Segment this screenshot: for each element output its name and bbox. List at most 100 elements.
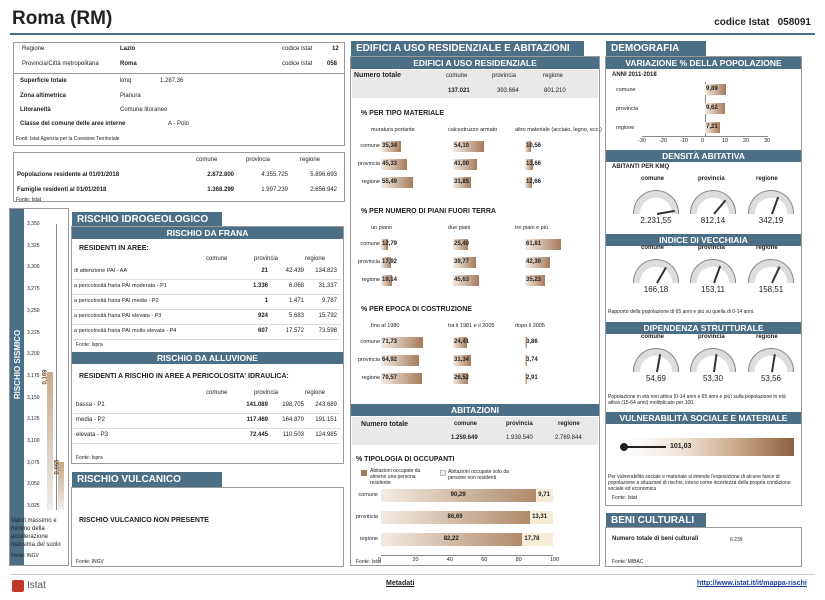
sismico-tick: 3,200	[27, 351, 40, 358]
sismico-tick: 3,075	[27, 459, 40, 466]
frana-row-label: a pericolosità frana PAI media - P2	[74, 298, 159, 304]
mappa-rischi-link[interactable]: http://www.istat.it/it/mappa-rischi	[697, 580, 807, 587]
epoca-bar	[381, 355, 419, 366]
codice-prov-label: codice Istat	[282, 61, 313, 67]
piani-bar	[381, 239, 389, 250]
abitazioni-sub: ABITAZIONI	[351, 404, 599, 416]
edifici-fonte: Fonte: Istat	[356, 559, 382, 565]
sismico-tick: 3,225	[27, 329, 40, 336]
info-fonte: Fonti: Istat Agenzia per la Coesione Ter…	[16, 136, 120, 142]
alluvione-fonte: Fonte: Ispra	[76, 455, 103, 461]
alluvione-row-provincia: 198.705	[282, 402, 304, 408]
piani-col: due piani	[448, 225, 471, 231]
alluvione-row-label: elevata - P3	[76, 432, 109, 438]
frana-row-comune: 1.336	[252, 283, 268, 289]
edifici-box	[350, 56, 600, 566]
mat-col: altro materiale (acciaio, legno, ecc.)	[515, 127, 602, 133]
regione-label: Regione	[22, 46, 45, 52]
piani-value: 12,79	[382, 241, 398, 247]
demo-fonte: Fonte: Istat	[612, 495, 638, 501]
piani-bar	[525, 275, 546, 286]
metadati-link[interactable]: Metadati	[386, 580, 415, 587]
occ-legend-swatch-1	[361, 470, 367, 476]
epoca-row-label: regione	[361, 375, 380, 381]
dens-col: comune	[641, 176, 665, 182]
classe-value: A - Polo	[168, 121, 190, 127]
var-tick: 10	[722, 138, 729, 144]
mat-value: 45,33	[382, 161, 398, 167]
demo-box	[605, 56, 802, 506]
vecc-value: 158,51	[758, 285, 784, 294]
piani-row-label: provincia	[357, 259, 380, 265]
edifici-num-regione: 801.210	[544, 88, 566, 94]
sismico-note: Valori massimo e minimo della accelerazi…	[11, 518, 61, 548]
alluvione-row-label: media - P2	[76, 417, 106, 423]
mat-value: 13,66	[526, 161, 542, 167]
mat-title: % PER TIPO MATERIALE	[361, 110, 445, 117]
frana-row-regione: 31.337	[318, 283, 337, 289]
frana-row-label: a pericolosità frana PAI elevata - P3	[74, 313, 162, 319]
beni-label: Numero totale di beni culturali	[612, 536, 699, 542]
vuln-title: VULNERABILITÀ SOCIALE E MATERIALE	[606, 412, 801, 424]
sismico-tick: 3,050	[27, 481, 40, 488]
piani-value: 35,23	[526, 277, 542, 283]
occ-tick: 40	[446, 557, 453, 563]
fam-comune: 1.368.299	[207, 187, 234, 193]
edifici-sub: EDIFICI A USO RESIDENZIALE	[351, 57, 599, 69]
mat-value: 31,85	[454, 179, 470, 185]
occ-bar-resident	[381, 533, 523, 546]
epoca-col: fino al 1980	[371, 323, 400, 329]
epoca-value: 24,41	[454, 339, 470, 345]
mat-row-label: provincia	[357, 161, 380, 167]
epoca-row-label: comune	[360, 339, 380, 345]
frana-row-provincia: 1.471	[288, 298, 304, 304]
var-value: 9,89	[706, 86, 718, 92]
superficie-value: 1.287,36	[160, 78, 184, 84]
dip-col: regione	[756, 334, 778, 340]
alluvione-title: RISCHIO DA ALLUVIONE	[72, 352, 343, 364]
epoca-bar	[453, 355, 472, 366]
sismico-val1: 0,169	[42, 369, 49, 385]
frana-row-regione: 9.787	[321, 298, 337, 304]
var-period: ANNI 2011-2018	[612, 72, 657, 78]
sismico-box	[9, 208, 69, 566]
epoca-row-label: provincia	[357, 357, 380, 363]
edifici-num-provincia: 393.664	[497, 88, 519, 94]
fam-label: Famiglie residenti al 01/01/2018	[17, 187, 107, 193]
codice-reg-value: 12	[332, 46, 339, 52]
sismico-fonte: Fonte: INGV	[11, 553, 39, 559]
epoca-col: tra il 1981 e il 2005	[448, 323, 495, 329]
frana-row-comune: 1	[264, 298, 268, 304]
mat-value: 35,34	[382, 143, 398, 149]
info-box	[13, 42, 345, 146]
occ-row-label: comune	[358, 492, 378, 498]
ab-num-label: Numero totale	[361, 421, 409, 428]
dip-value: 53,56	[760, 374, 782, 383]
sismico-val2: 0,065	[54, 459, 61, 475]
dens-col: provincia	[698, 176, 725, 182]
epoca-bar	[381, 337, 423, 348]
vecc-value: 166,18	[643, 285, 669, 294]
vulc-box	[71, 487, 344, 567]
epoca-bar	[381, 373, 422, 384]
frana-row-comune: 924	[257, 313, 268, 319]
piani-row-label: comune	[360, 241, 380, 247]
dip-col: comune	[641, 334, 665, 340]
piani-col: un piano	[371, 225, 393, 231]
epoca-value: 2,91	[526, 375, 538, 381]
demo-title: DEMOGRAFIA	[606, 41, 706, 56]
idro-title: RISCHIO IDROGEOLOGICO	[72, 212, 222, 227]
sismico-tick: 3,250	[27, 307, 40, 314]
beni-box	[605, 527, 802, 567]
mat-row-label: comune	[360, 143, 380, 149]
edifici-col-provincia: provincia	[492, 73, 517, 79]
sismico-tick: 3,150	[27, 394, 40, 401]
sismico-tick: 3,325	[27, 242, 40, 249]
frana-fonte: Fonte: Ispra	[76, 342, 103, 348]
var-row-label: provincia	[616, 106, 639, 112]
pop-col-comune: comune	[196, 157, 218, 163]
frana-row-regione: 134.823	[315, 268, 337, 274]
all-col-regione: regione	[305, 390, 326, 396]
alluvione-head: RESIDENTI A RISCHIO IN AREE A PERICOLOSI…	[79, 373, 289, 380]
frana-title: RISCHIO DA FRANA	[72, 227, 343, 239]
